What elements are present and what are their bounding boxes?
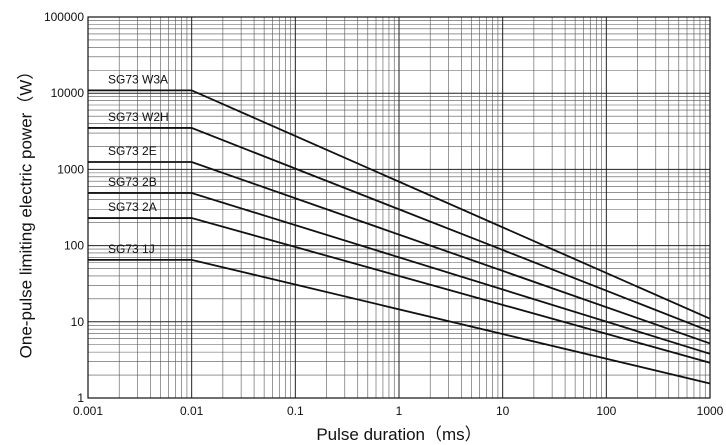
y-tick-label: 100 bbox=[64, 239, 84, 253]
x-tick-label: 0.1 bbox=[287, 404, 304, 418]
y-tick-labels: 1 10 100 1000 10000 100000 bbox=[44, 10, 84, 405]
series-lines bbox=[88, 89, 711, 385]
series-line bbox=[88, 258, 711, 385]
x-tick-labels: 0.001 0.01 0.1 1 10 100 1000 bbox=[73, 404, 724, 418]
series-label: SG73 2A bbox=[108, 200, 157, 214]
y-tick-label: 10000 bbox=[51, 86, 85, 100]
y-axis-label: One-pulse limiting electric power（W） bbox=[16, 63, 35, 359]
series-label: SG73 2E bbox=[108, 144, 157, 158]
x-tick-label: 10 bbox=[496, 404, 510, 418]
major-grid bbox=[87, 17, 710, 399]
x-tick-label: 0.01 bbox=[180, 404, 204, 418]
plot-frame bbox=[87, 16, 711, 399]
x-tick-label: 1 bbox=[396, 404, 403, 418]
y-tick-label: 10 bbox=[71, 315, 85, 329]
series-line bbox=[88, 217, 711, 364]
x-tick-label: 0.001 bbox=[73, 404, 103, 418]
series-line bbox=[88, 192, 711, 355]
series-label: SG73 1J bbox=[108, 242, 155, 256]
series-line bbox=[88, 89, 711, 320]
series-label: SG73 W3A bbox=[108, 72, 168, 86]
series-label: SG73 2B bbox=[108, 175, 157, 189]
x-tick-label: 100 bbox=[596, 404, 616, 418]
series-labels: SG73 W3A SG73 W2H SG73 2E SG73 2B SG73 2A SG7… bbox=[108, 72, 169, 256]
y-tick-label: 1000 bbox=[57, 162, 84, 176]
y-tick-label: 1 bbox=[77, 391, 84, 405]
series-label: SG73 W2H bbox=[108, 110, 169, 124]
series-line bbox=[88, 161, 711, 345]
y-tick-label: 100000 bbox=[44, 10, 84, 24]
series-line bbox=[88, 127, 711, 333]
x-tick-label: 1000 bbox=[697, 404, 724, 418]
x-axis-label: Pulse duration（ms） bbox=[316, 425, 481, 444]
